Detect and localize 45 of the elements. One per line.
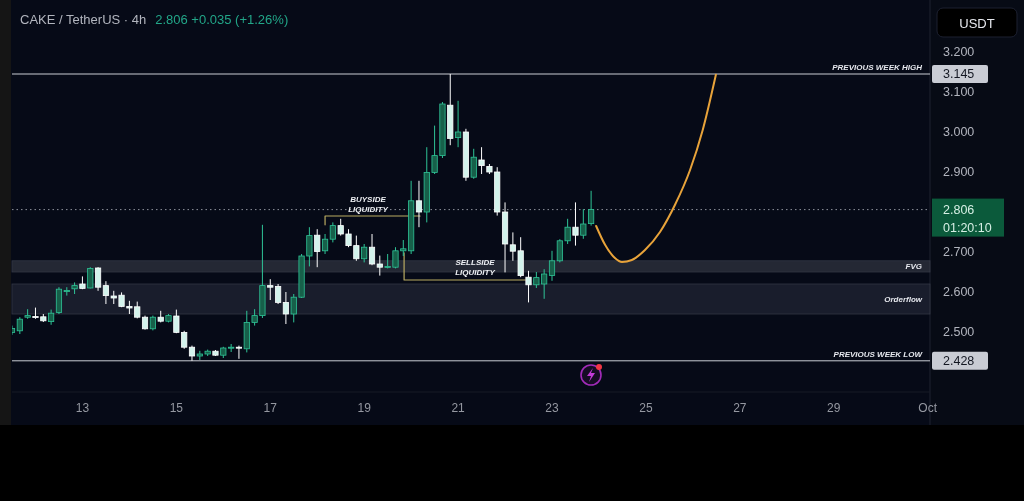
y-tick-label: 2.806 <box>943 202 975 217</box>
x-tick-label: 21 <box>451 401 466 415</box>
band-label: FVG <box>905 262 922 272</box>
candlestick <box>95 266 102 292</box>
candlestick <box>455 100 462 148</box>
y-tick-label: 2.900 <box>943 165 975 180</box>
candlestick <box>361 243 368 263</box>
y-tick-label: 3.200 <box>943 45 975 60</box>
candlestick <box>329 221 336 243</box>
x-tick-label: 29 <box>827 401 841 415</box>
candlestick <box>87 266 94 289</box>
annotation: BUYSIDE LIQUIDITY <box>348 195 389 214</box>
x-tick-label: 15 <box>169 401 184 415</box>
x-tick-label: Oct <box>918 401 938 415</box>
y-tick-label: 2.500 <box>943 325 975 340</box>
y-tick-label: 3.100 <box>943 85 975 100</box>
candlestick <box>314 228 321 268</box>
x-tick-label: 13 <box>75 401 90 415</box>
candlestick <box>525 270 532 303</box>
x-tick-label: 23 <box>545 401 559 415</box>
y-tick-label: 2.700 <box>943 245 975 260</box>
ref-line-label: PREVIOUS WEEK HIGH <box>832 63 923 72</box>
candlestick <box>321 233 329 255</box>
candlestick <box>572 201 579 247</box>
candlestick <box>282 291 289 325</box>
text: 01:20:10 <box>943 220 992 235</box>
x-tick-label: 19 <box>357 401 372 415</box>
candlestick <box>548 250 556 282</box>
candlestick <box>415 180 423 228</box>
y-tick-label: 3.000 <box>943 125 975 140</box>
y-tick-label: 2.600 <box>943 285 975 300</box>
x-tick-label: 25 <box>639 401 653 415</box>
candlestick <box>478 146 485 175</box>
text: 2.806 +0.035 (+1.26%) <box>155 12 289 27</box>
y-tick-label: 2.428 <box>943 354 975 369</box>
candlestick <box>235 345 243 360</box>
candlestick <box>470 148 477 180</box>
x-tick-label: 17 <box>263 401 278 415</box>
annotation: SELLSIDE LIQUIDITY <box>455 258 496 277</box>
y-axis-title: USDT <box>959 15 995 31</box>
x-tick-label: 27 <box>733 401 747 415</box>
y-tick-label: 3.145 <box>943 67 975 82</box>
text: CAKE / TetherUS · 4h <box>20 12 147 27</box>
band-label: Orderflow <box>884 294 923 304</box>
ref-line-label: PREVIOUS WEEK LOW <box>833 349 924 359</box>
